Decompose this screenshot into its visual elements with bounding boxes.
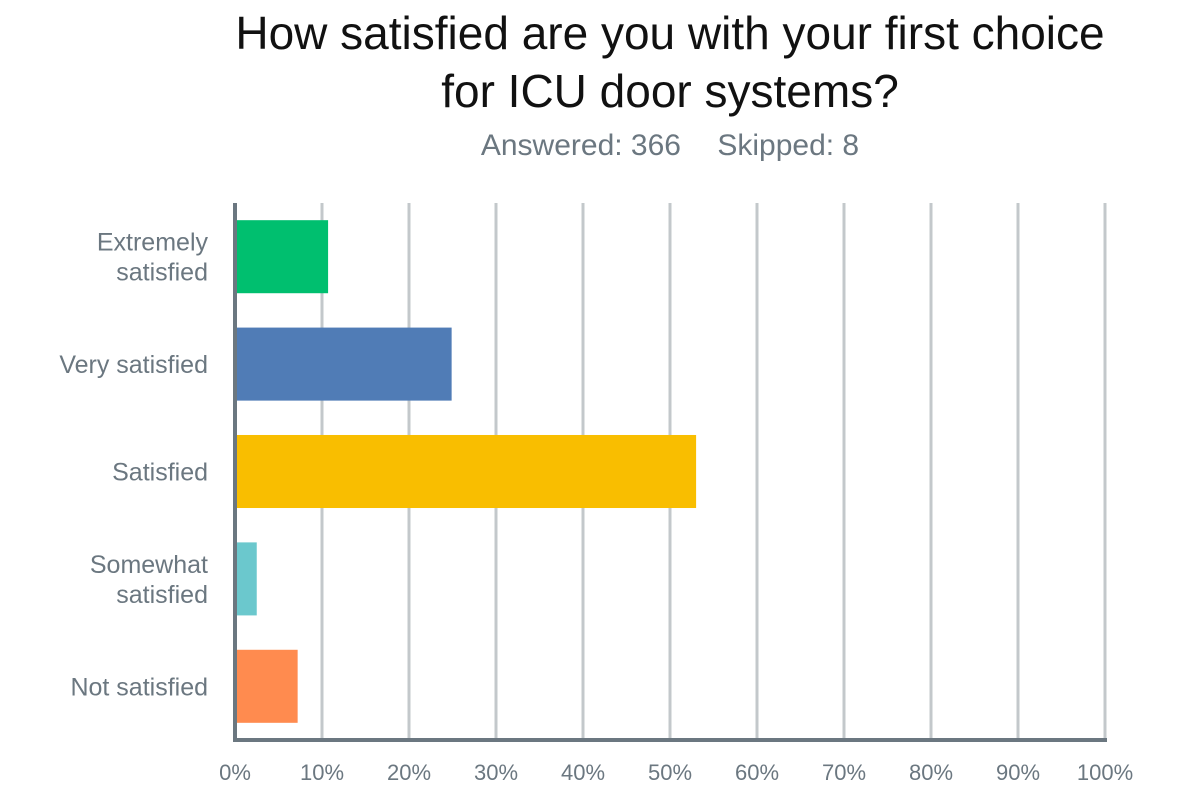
category-label: satisfied [116,259,208,287]
category-label: satisfied [116,581,208,609]
x-tick-label: 20% [387,760,431,785]
bar [235,434,697,509]
bar [235,542,257,616]
bar [235,220,329,294]
category-label: Extremely [97,229,209,257]
skipped-count: Skipped: 8 [717,129,860,162]
x-tick-label: 50% [648,760,692,785]
category-label: Somewhat [90,551,208,579]
x-tick-labels: 0% 10% 20% 30% 40% 50% 60% 70% 80% 90% 100% [219,760,1133,785]
answered-count: Answered: 366 [480,129,681,162]
x-tick-label: 60% [735,760,779,785]
bar [235,327,452,401]
chart-title-line-1: How satisfied are you with your first ch… [235,7,1105,59]
x-tick-label: 10% [300,760,344,785]
x-tick-label: 100% [1077,760,1133,785]
x-tick-label: 0% [219,760,251,785]
bar [235,649,298,723]
x-tick-label: 30% [474,760,518,785]
x-tick-label: 70% [822,760,866,785]
response-stats: Answered: 366 Skipped: 8 [160,128,1180,164]
category-label: Very satisfied [59,351,208,379]
category-label: Not satisfied [70,673,208,701]
x-tick-label: 80% [909,760,953,785]
x-tick-label: 90% [996,760,1040,785]
chart-title: How satisfied are you with your first ch… [160,4,1180,120]
x-tick-label: 40% [561,760,605,785]
bars [235,220,697,723]
category-label: Satisfied [112,459,208,487]
chart-title-line-2: for ICU door systems? [441,65,899,117]
axes [233,203,1107,742]
